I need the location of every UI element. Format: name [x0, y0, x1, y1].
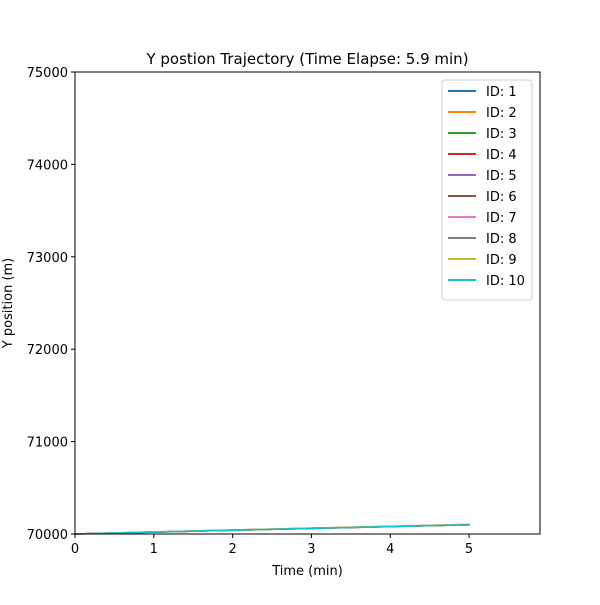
legend: ID: 1 ID: 2 ID: 3 ID: 4 ID: 5 ID: 6 ID: 7 ID: 8…	[441, 79, 533, 301]
x-tick-label: 4	[386, 542, 394, 557]
legend-label-2: ID: 2	[486, 106, 517, 121]
x-tick-label: 2	[228, 542, 236, 557]
y-tick-label: 74000	[27, 158, 68, 173]
legend-label-9: ID: 9	[486, 253, 517, 268]
y-tick-label: 73000	[27, 251, 68, 266]
x-tick-label: 1	[150, 542, 158, 557]
legend-label-10: ID: 10	[486, 274, 525, 289]
legend-box	[441, 79, 533, 301]
y-tick-label: 72000	[27, 343, 68, 358]
y-tick-label: 70000	[27, 528, 68, 543]
x-tick-label: 0	[71, 542, 79, 557]
y-axis: 70000 71000 72000 73000 74000 75000	[27, 66, 75, 543]
legend-label-6: ID: 6	[486, 190, 517, 205]
plot-area	[74, 71, 541, 535]
x-tick-label: 3	[307, 542, 315, 557]
x-tick-label: 5	[465, 542, 473, 557]
legend-label-5: ID: 5	[486, 169, 517, 184]
series-layer	[74, 523, 470, 535]
x-axis-label: Time (min)	[271, 564, 343, 579]
legend-label-3: ID: 3	[486, 127, 517, 142]
x-axis: 0 1 2 3 4 5	[71, 534, 473, 557]
y-axis-label: Y position (m)	[1, 258, 16, 350]
y-tick-label: 71000	[27, 436, 68, 451]
legend-label-4: ID: 4	[486, 148, 517, 163]
series-line-10	[74, 524, 470, 535]
axes-frame	[74, 71, 541, 535]
legend-label-8: ID: 8	[486, 232, 517, 247]
y-tick-label: 75000	[27, 66, 68, 81]
chart-title: Y postion Trajectory (Time Elapse: 5.9 m…	[145, 50, 468, 68]
legend-label-1: ID: 1	[486, 85, 517, 100]
legend-label-7: ID: 7	[486, 211, 517, 226]
